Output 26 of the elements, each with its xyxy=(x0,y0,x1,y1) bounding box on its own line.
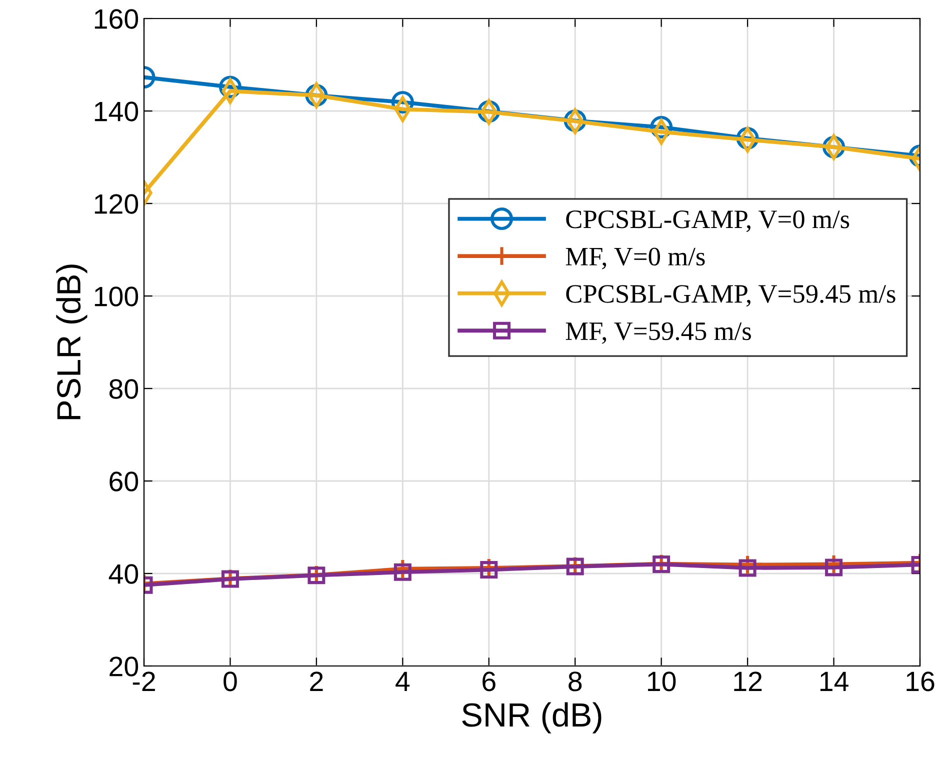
legend-label: CPCSBL-GAMP, V=0 m/s xyxy=(566,210,850,232)
y-tick-label: 40 xyxy=(108,564,138,584)
x-tick-label: 2 xyxy=(310,672,323,691)
point xyxy=(825,558,843,576)
y-tick-label: 140 xyxy=(94,102,138,122)
y-tick-label: 100 xyxy=(94,286,138,306)
x-tick-label: 14 xyxy=(820,672,848,691)
x-tick-label: 8 xyxy=(568,672,582,692)
x-axis-title: SNR (dB) xyxy=(462,702,602,734)
y-axis-title: PSLR (dB) xyxy=(56,264,88,420)
x-tick-label: 16 xyxy=(906,672,934,692)
x-tick-label: 12 xyxy=(734,672,762,691)
legend-label: MF, V=59.45 m/s xyxy=(566,322,751,344)
y-tick-label: 80 xyxy=(109,379,138,399)
point xyxy=(738,559,756,577)
legend-label: CPCSBL-GAMP, V=59.45 m/s xyxy=(566,285,896,307)
x-tick-label: 10 xyxy=(648,672,676,692)
point xyxy=(480,561,498,579)
x-tick-label: 4 xyxy=(396,672,410,691)
point xyxy=(394,563,412,581)
y-tick-label: 160 xyxy=(94,9,138,29)
y-tick-label: 120 xyxy=(94,194,138,214)
y-tick-label: 60 xyxy=(110,472,138,492)
x-tick-label: 0 xyxy=(224,672,237,692)
legend-label: MF, V=0 m/s xyxy=(566,248,705,270)
x-tick-label: 6 xyxy=(482,672,496,692)
